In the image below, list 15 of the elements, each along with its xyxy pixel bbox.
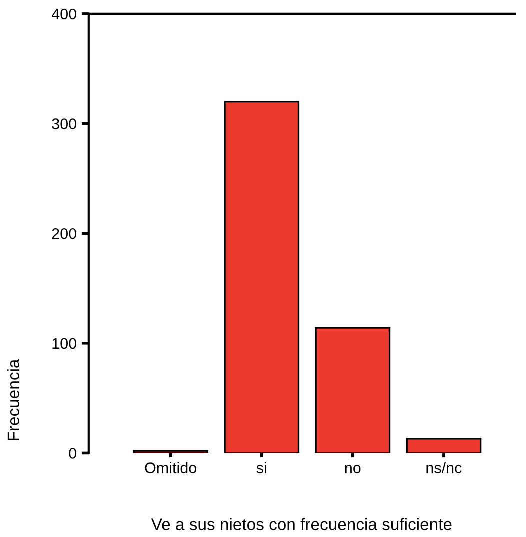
- bar: [315, 327, 391, 454]
- bar: [133, 450, 209, 454]
- y-tick-label: 300: [52, 118, 76, 130]
- x-tick-label: Omitido: [145, 462, 197, 474]
- y-tick-label: 100: [52, 338, 76, 350]
- y-tick-label: 200: [52, 228, 76, 240]
- x-tick-label: ns/nc: [426, 462, 462, 474]
- y-axis-title: Frecuencia: [7, 359, 20, 440]
- y-tick-label: 0: [69, 448, 76, 459]
- x-tick-label: no: [345, 465, 361, 474]
- x-tick-label: si: [256, 462, 266, 474]
- x-axis-title: Ve a sus nietos con frecuencia suficiente: [151, 518, 452, 530]
- bar: [224, 100, 300, 454]
- y-tick-label: 400: [52, 8, 76, 20]
- bar: [406, 438, 482, 454]
